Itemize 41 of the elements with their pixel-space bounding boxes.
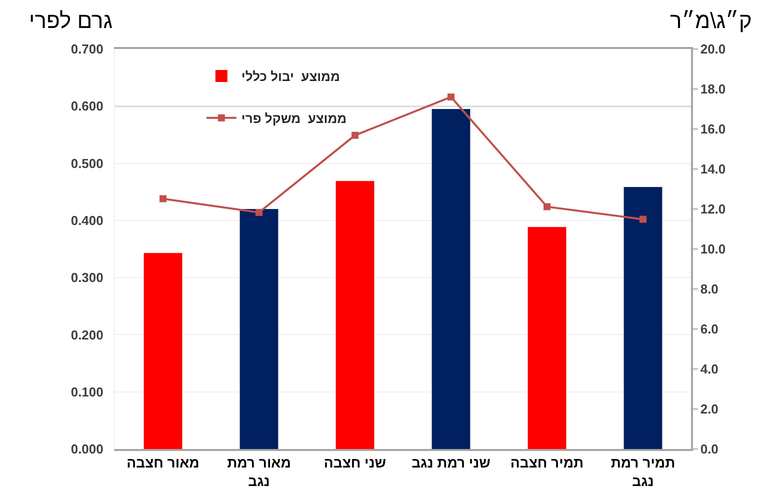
- y2-tick-label: 8.0: [700, 282, 718, 297]
- y-tick-label: 0.400: [70, 212, 104, 228]
- bar: [528, 227, 566, 449]
- y2-tick-label: 2.0: [700, 402, 718, 417]
- legend-label: ממוצע יבול כללי: [241, 69, 340, 84]
- y2-tick-label: 0.0: [700, 442, 718, 457]
- y2-tick-label: 12.0: [700, 202, 726, 217]
- x-tick-label: שני חצבה: [324, 454, 386, 471]
- x-tick-label: מאור רמת נגב: [227, 454, 291, 489]
- bar: [144, 253, 182, 449]
- x-tick-label: תמיר רמת נגב: [610, 454, 676, 489]
- y2-tick-label: 4.0: [700, 362, 718, 377]
- x-tick-label: תמיר חצבה: [510, 454, 584, 471]
- bar: [336, 181, 374, 449]
- point: [160, 195, 166, 202]
- point: [544, 203, 550, 210]
- y-tick-label: 0.700: [70, 42, 104, 57]
- bar: [624, 187, 662, 449]
- point: [640, 216, 646, 223]
- legend-label: ממוצע משקל פרי: [241, 110, 347, 126]
- y-tick-label: 0.300: [70, 270, 104, 286]
- y2-tick-label: 14.0: [700, 162, 726, 177]
- bar: [432, 109, 470, 449]
- y2-tick-label: 6.0: [700, 322, 718, 337]
- point: [352, 132, 358, 139]
- y2-tick-label: 16.0: [700, 122, 726, 137]
- y-tick-label: 0.100: [70, 384, 104, 400]
- x-tick-label: מאור חצבה: [126, 454, 200, 471]
- y-tick-label: 0.200: [70, 327, 104, 342]
- y2-tick-label: 10.0: [700, 242, 726, 257]
- y-tick-label: 0.600: [70, 98, 104, 114]
- y2-tick-label: 20.0: [700, 42, 726, 57]
- bar: [240, 209, 278, 449]
- y-tick-label: 0.000: [70, 442, 104, 457]
- y-tick-label: 0.500: [70, 156, 104, 171]
- point: [256, 208, 262, 216]
- y2-axis-title: ק״ג\מ״ר: [670, 8, 752, 33]
- y-axis-title: גרם לפרי: [29, 8, 113, 33]
- y2-tick-label: 18.0: [700, 82, 726, 97]
- x-tick-label: שני רמת נגב: [412, 454, 490, 471]
- point: [448, 94, 454, 100]
